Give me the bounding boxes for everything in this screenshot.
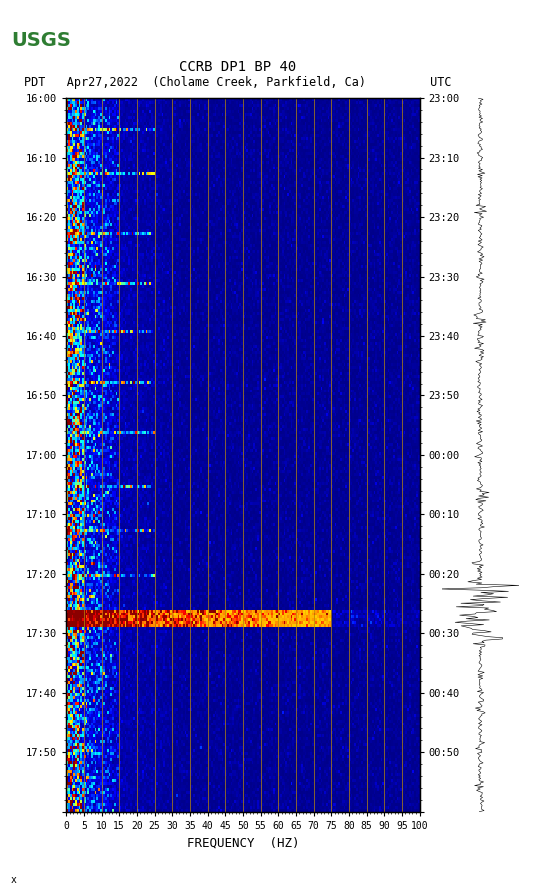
X-axis label: FREQUENCY  (HZ): FREQUENCY (HZ) xyxy=(187,837,299,849)
Text: USGS: USGS xyxy=(11,31,71,50)
Text: CCRB DP1 BP 40: CCRB DP1 BP 40 xyxy=(179,60,296,74)
Text: x: x xyxy=(11,875,17,885)
Text: PDT   Apr27,2022  (Cholame Creek, Parkfield, Ca)         UTC: PDT Apr27,2022 (Cholame Creek, Parkfield… xyxy=(24,76,451,88)
